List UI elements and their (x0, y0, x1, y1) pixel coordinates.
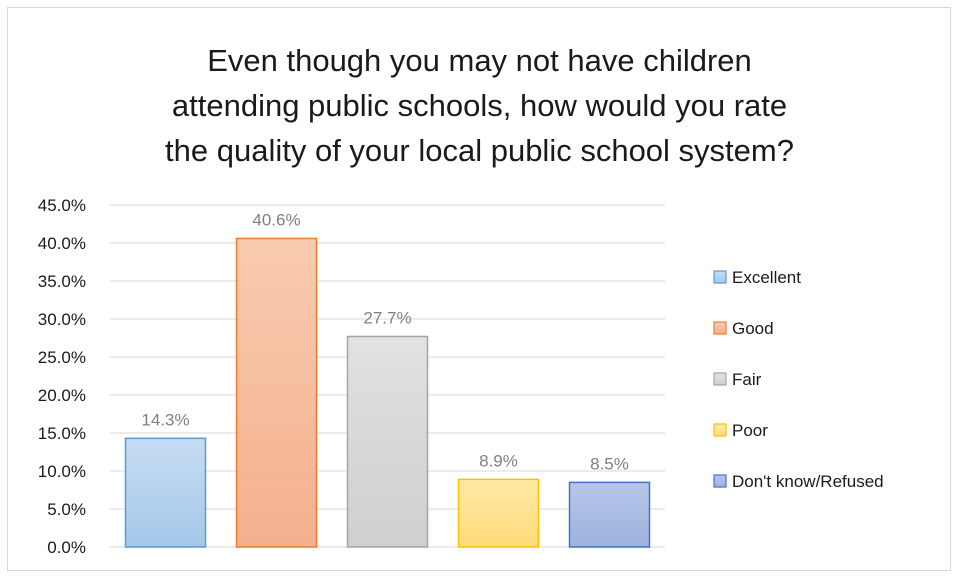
data-label: 40.6% (252, 210, 300, 229)
legend-label: Fair (732, 370, 762, 389)
legend-label: Good (732, 319, 774, 338)
chart-title-line-2: attending public schools, how would you … (171, 88, 788, 123)
legend-swatch (713, 321, 727, 335)
y-tick-label: 20.0% (38, 386, 86, 405)
bar-don-t-know-refused (568, 481, 651, 548)
y-axis-tick-labels: 0.0% 5.0% 10.0% 15.0% 20.0% 25.0% 30.0% 35.0% 40… (38, 196, 86, 557)
legend-swatch (713, 474, 727, 488)
y-tick-label: 40.0% (38, 234, 86, 253)
data-label: 14.3% (141, 410, 189, 429)
data-labels: 14.3% 40.6% 27.7% 8.9% 8.5% (141, 210, 628, 473)
legend-label: Don't know/Refused (732, 472, 884, 491)
legend-swatch (713, 372, 727, 386)
bar-good (235, 237, 318, 548)
legend-swatch (713, 270, 727, 284)
legend-item: Excellent (713, 268, 801, 287)
bars (124, 237, 651, 548)
chart-title-line-1: Even though you may not have children (207, 43, 752, 78)
legend-item: Don't know/Refused (713, 472, 884, 491)
y-tick-label: 10.0% (38, 462, 86, 481)
y-tick-label: 25.0% (38, 348, 86, 367)
legend-item: Good (713, 319, 774, 338)
legend-label: Poor (732, 421, 768, 440)
y-tick-label: 30.0% (38, 310, 86, 329)
legend: Excellent Good Fair Poor Don't know/Refused (713, 268, 884, 491)
y-tick-label: 15.0% (38, 424, 86, 443)
legend-swatch (713, 423, 727, 437)
y-tick-label: 0.0% (47, 538, 86, 557)
legend-item: Poor (713, 421, 768, 440)
legend-label: Excellent (732, 268, 801, 287)
y-tick-label: 45.0% (38, 196, 86, 215)
chart-title: Even though you may not have children at… (0, 38, 959, 173)
data-label: 27.7% (363, 308, 411, 327)
y-tick-label: 5.0% (47, 500, 86, 519)
chart-title-line-3: the quality of your local public school … (165, 133, 794, 168)
legend-item: Fair (713, 370, 762, 389)
data-label: 8.9% (479, 451, 518, 470)
data-label: 8.5% (590, 454, 629, 473)
bar-poor (457, 478, 540, 548)
bar-fair (346, 335, 429, 548)
bar-excellent (124, 437, 207, 548)
y-tick-label: 35.0% (38, 272, 86, 291)
